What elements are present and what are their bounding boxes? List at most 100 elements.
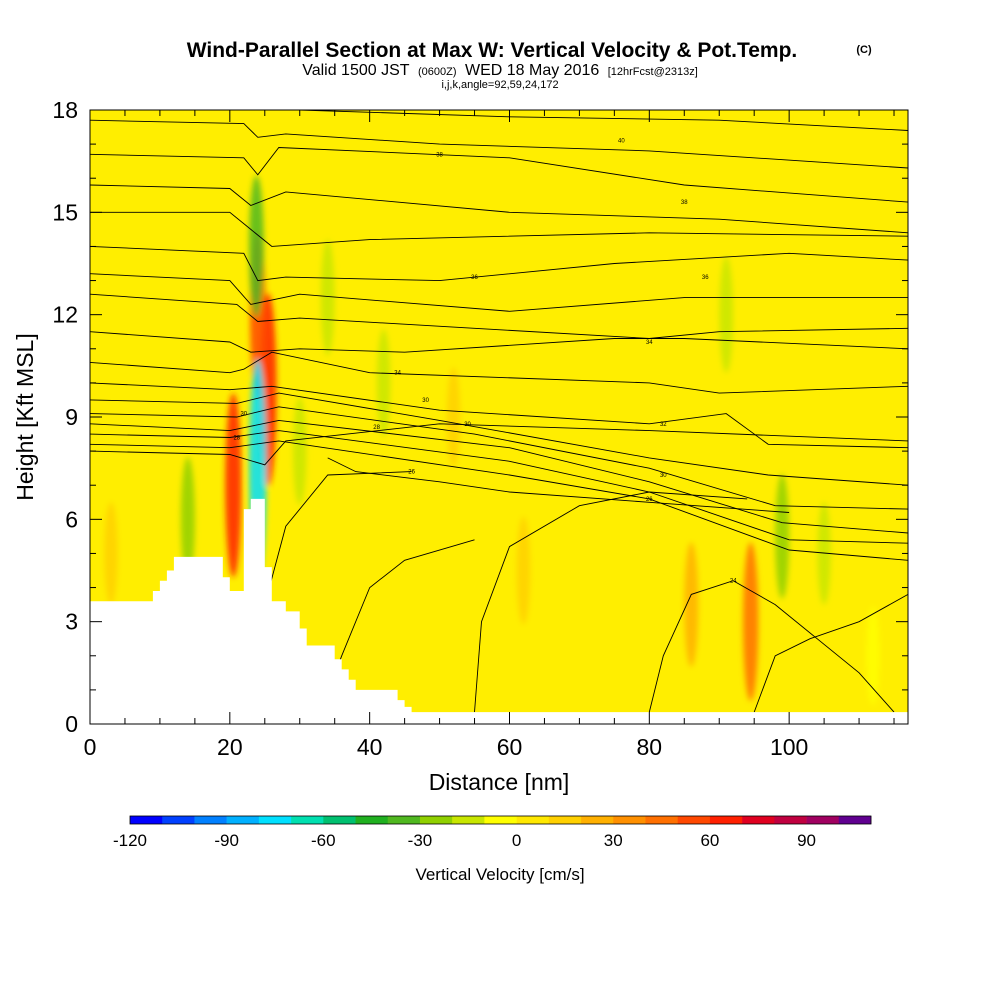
contour-line-5 — [90, 245, 908, 282]
x-tick-label-20: 20 — [217, 734, 243, 760]
colorbar-swatch-11 — [484, 816, 517, 824]
velocity-feature-11 — [719, 256, 734, 373]
contour-line-3 — [90, 184, 908, 234]
copyright-mark: (C) — [856, 44, 872, 56]
contour-label-1: 40 — [618, 139, 625, 145]
velocity-feature-5 — [180, 457, 195, 582]
colorbar-swatch-7 — [355, 816, 389, 824]
colorbar-swatch-18 — [709, 816, 743, 824]
velocity-feature-15 — [446, 367, 461, 467]
contour-label-8: 34 — [646, 340, 653, 346]
colorbar-tick-label-6: 60 — [700, 831, 719, 850]
y-tick-label-15: 15 — [52, 199, 78, 225]
colorbar-tick-label-2: -60 — [311, 831, 336, 850]
colorbar-swatch-6 — [323, 816, 356, 824]
contour-label-10: 32 — [660, 422, 667, 428]
velocity-feature-10 — [775, 474, 790, 599]
colorbar-swatch-12 — [516, 816, 550, 824]
contour-label-14: 30 — [660, 473, 667, 479]
contour-line-14 — [90, 430, 908, 544]
grid-indices: i,j,k,angle=92,59,24,172 — [441, 79, 558, 91]
y-tick-label-3: 3 — [65, 609, 78, 635]
velocity-feature-17 — [104, 502, 118, 605]
contour-label-11: 30 — [422, 398, 429, 404]
contour-line-2 — [90, 147, 908, 203]
x-tick-label-100: 100 — [770, 734, 808, 760]
x-axis-label: Distance [nm] — [429, 769, 570, 795]
contour-line-9 — [90, 351, 908, 394]
chart-subtitle: Valid 1500 JST (0600Z) WED 18 May 2016 [… — [302, 62, 698, 79]
y-tick-label-9: 9 — [65, 404, 78, 430]
colorbar-swatch-8 — [387, 816, 421, 824]
contour-line-13 — [90, 419, 908, 534]
velocity-feature-12 — [376, 329, 391, 437]
colorbar-frame — [129, 815, 872, 825]
colorbar-swatch-19 — [742, 816, 775, 824]
colorbar-swatch-13 — [548, 816, 582, 824]
colorbar-swatch-0 — [130, 816, 163, 824]
contour-line-10 — [90, 382, 908, 449]
chart-title: Wind-Parallel Section at Max W: Vertical… — [187, 39, 798, 62]
contour-label-3: 38 — [681, 200, 688, 206]
colorbar-swatch-21 — [806, 816, 840, 824]
valid-time: Valid 1500 JST — [302, 62, 410, 79]
colorbar-swatch-22 — [838, 816, 872, 824]
contour-line-4 — [90, 211, 908, 247]
contour-line-12 — [90, 406, 908, 510]
contour-line-1 — [90, 119, 908, 169]
contour-label-9: 34 — [394, 371, 401, 377]
colorbar-swatch-15 — [613, 816, 646, 824]
terrain-mask — [90, 498, 908, 724]
contour-label-18: 26 — [408, 470, 415, 476]
contour-line-16 — [90, 423, 908, 466]
contour-line-8 — [90, 331, 908, 353]
contour-line-15 — [90, 440, 908, 561]
velocity-feature-8 — [743, 542, 759, 701]
velocity-feature-16 — [866, 606, 880, 706]
valid-date: WED 18 May 2016 — [465, 62, 599, 79]
colorbar-tick-label-7: 90 — [797, 831, 816, 850]
contour-label-6: 36 — [702, 275, 709, 281]
contour-line-20 — [474, 491, 748, 713]
x-tick-label-60: 60 — [497, 734, 523, 760]
colorbar-tick-label-0: -120 — [113, 831, 147, 850]
contour-label-17: 26 — [646, 497, 653, 503]
contour-label-15: 28 — [233, 435, 240, 441]
velocity-feature-14 — [516, 516, 531, 625]
contour-label-5: 36 — [471, 275, 478, 281]
y-tick-label-12: 12 — [52, 302, 78, 328]
colorbar: -120 -90 -60 -30 0 30 60 90 — [113, 815, 872, 850]
colorbar-swatch-4 — [258, 816, 292, 824]
contour-line-11 — [90, 392, 908, 486]
colorbar-swatch-14 — [581, 816, 614, 824]
contour-label-2: 38 — [436, 152, 443, 158]
colorbar-swatch-1 — [162, 816, 195, 824]
colorbar-swatch-2 — [194, 816, 227, 824]
contour-line-22 — [753, 594, 908, 713]
colorbar-swatch-16 — [645, 816, 678, 824]
colorbar-swatch-10 — [452, 816, 485, 824]
colorbar-swatch-5 — [291, 816, 324, 824]
velocity-feature-4 — [249, 175, 264, 318]
contour-line-6 — [90, 273, 908, 312]
contour-line-18 — [264, 471, 412, 605]
contour-line-7 — [90, 293, 908, 339]
contour-label-21: 24 — [730, 579, 737, 585]
velocity-feature-0 — [225, 393, 242, 578]
y-axis-label: Height [Kft MSL] — [12, 333, 38, 500]
forecast-info: [12hrFcst@2313z] — [608, 66, 698, 78]
colorbar-tick-label-5: 30 — [604, 831, 623, 850]
contour-label-16: 28 — [373, 425, 380, 431]
vertical-velocity-field — [104, 175, 880, 706]
contour-label-12: 30 — [240, 412, 247, 418]
colorbar-tick-label-3: -30 — [408, 831, 433, 850]
x-tick-label-0: 0 — [84, 734, 97, 760]
x-axis: 0 20 40 60 80 100 — [84, 110, 895, 760]
y-tick-label-6: 6 — [65, 506, 78, 532]
y-tick-label-18: 18 — [52, 97, 78, 123]
velocity-feature-6 — [320, 239, 335, 356]
velocity-feature-7 — [293, 397, 307, 505]
